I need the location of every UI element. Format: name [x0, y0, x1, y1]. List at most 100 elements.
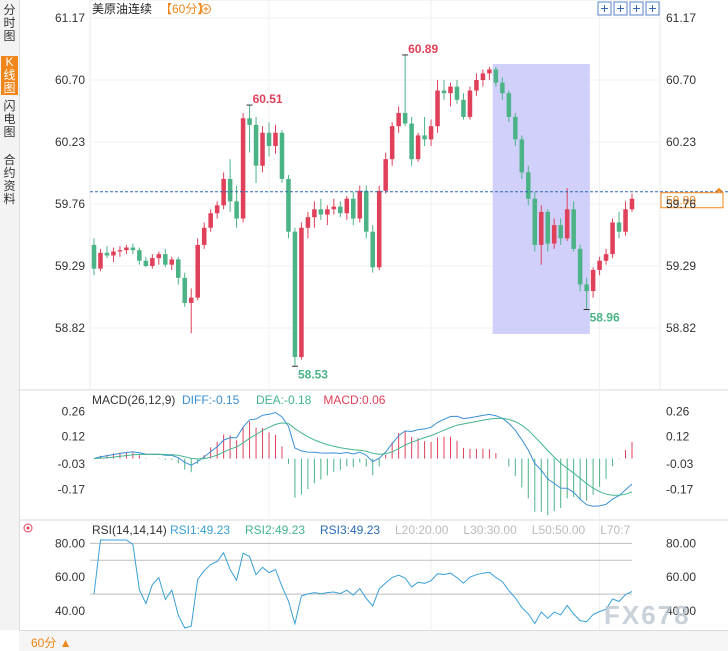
settings-icon	[26, 526, 30, 530]
candle-body	[409, 123, 414, 160]
rsi-legend-item: L30:30.00	[463, 523, 517, 537]
rsi-line	[93, 539, 633, 629]
candle-body	[461, 99, 466, 117]
sidebar-tab-0[interactable]: 分时图	[3, 3, 16, 43]
candle-body	[357, 190, 363, 219]
candle-body	[363, 190, 369, 232]
candle-body	[312, 209, 317, 218]
candle-body	[188, 297, 194, 303]
candle-body	[441, 90, 447, 94]
candle-body	[292, 231, 298, 358]
candle-body	[389, 126, 395, 160]
sidebar-tab-1[interactable]: K线图	[1, 56, 18, 95]
rsi-legend-item: L50:50.00	[532, 523, 586, 537]
macd-y-tick-left: 0.26	[62, 404, 86, 418]
candle-body	[247, 118, 252, 125]
candle-body	[532, 198, 538, 245]
macd-title: MACD(26,12,9)	[92, 393, 175, 407]
extreme-label: 58.96	[590, 311, 620, 325]
candle-body	[130, 247, 136, 251]
candle-body	[616, 222, 622, 232]
candle-body	[571, 209, 576, 249]
candle-body	[240, 118, 246, 219]
candle-body	[551, 225, 557, 244]
period-tag: 【60分】	[160, 2, 209, 16]
candle-body	[305, 217, 311, 228]
macd-layer	[93, 411, 633, 516]
macd-legend-item: DIFF:-0.15	[182, 393, 240, 407]
candle-body	[117, 250, 123, 252]
candle-body	[124, 247, 129, 251]
candle-body	[351, 198, 356, 219]
candle-body	[422, 135, 427, 140]
candle-body	[610, 222, 615, 255]
candle-body	[260, 132, 265, 166]
candle-body	[156, 254, 162, 259]
rsi-legend-item: L70:7	[600, 523, 630, 537]
candle-body	[273, 132, 278, 146]
candle-body	[104, 252, 110, 256]
candle-body	[150, 258, 155, 266]
candle-body	[500, 82, 505, 94]
price-layer: 59.80	[90, 187, 728, 209]
candle-body	[227, 178, 233, 202]
candle-body	[519, 139, 525, 173]
y-tick-right: 59.29	[666, 259, 696, 273]
candle-body	[480, 73, 486, 80]
y-tick-right: 58.82	[666, 321, 696, 335]
candle-body	[98, 252, 103, 269]
sidebar-tab-3[interactable]: 合约资料	[3, 153, 16, 206]
candle-body	[435, 90, 440, 127]
sidebar-tab-2[interactable]: 闪电图	[3, 99, 16, 139]
macd-y-tick-left: -0.17	[58, 482, 86, 496]
macd-legend-item: MACD:0.06	[323, 393, 385, 407]
candle-body	[266, 132, 272, 146]
current-price-box	[660, 192, 724, 209]
rsi-y-tick-right: 80.00	[666, 536, 696, 550]
candle-body	[214, 205, 220, 214]
y-tick-left: 61.17	[55, 11, 85, 25]
candle-body	[402, 112, 408, 124]
extreme-label: 58.53	[298, 367, 328, 381]
candle-body	[383, 159, 388, 191]
candle-body	[91, 244, 97, 269]
candle-body	[201, 227, 207, 245]
rsi-y-tick-right: 40.00	[666, 604, 696, 618]
extreme-label: 60.89	[408, 42, 438, 56]
candle-body	[467, 90, 473, 117]
candle-body	[506, 93, 512, 117]
candle-body	[299, 227, 304, 358]
candle-body	[597, 260, 602, 270]
rsi-y-tick-left: 60.00	[55, 570, 85, 584]
candle-body	[577, 248, 583, 285]
candle-body	[564, 209, 570, 239]
candle-body	[545, 211, 551, 244]
candle-body	[234, 201, 239, 219]
candle-body	[493, 69, 499, 83]
candle-body	[474, 80, 479, 91]
rsi-y-tick-right: 60.00	[666, 570, 696, 584]
candle-body	[344, 198, 350, 214]
macd-y-tick-right: 0.26	[666, 404, 690, 418]
candle-body	[279, 132, 285, 179]
rsi-legend-item: RSI1:49.23	[170, 523, 230, 537]
period-selector[interactable]: 60分 ▲	[31, 636, 72, 650]
candle-body	[137, 250, 142, 261]
y-tick-left: 59.76	[55, 197, 85, 211]
symbol-title: 美原油连续	[92, 1, 152, 16]
candle-body	[584, 284, 589, 292]
diff-line	[93, 411, 633, 507]
rsi-legend-item: L20:20.00	[395, 523, 449, 537]
y-tick-left: 59.29	[55, 259, 85, 273]
rsi-legend-item: RSI2:49.23	[245, 523, 305, 537]
chart-canvas[interactable]: 59.80 美原油连续 【60分】 61.17 61.17 60.70 60.70 60.2…	[0, 0, 728, 630]
bottom-bar: 60分 ▲	[19, 630, 728, 651]
candle-body	[558, 225, 563, 239]
y-tick-right: 59.76	[666, 197, 696, 211]
rsi-title: RSI(14,14,14)	[92, 523, 167, 537]
candle-body	[253, 124, 259, 166]
candle-body	[182, 277, 188, 303]
plus-circle-icon[interactable]	[201, 4, 211, 14]
settings-icon[interactable]	[23, 523, 33, 533]
candle-body	[175, 259, 181, 278]
